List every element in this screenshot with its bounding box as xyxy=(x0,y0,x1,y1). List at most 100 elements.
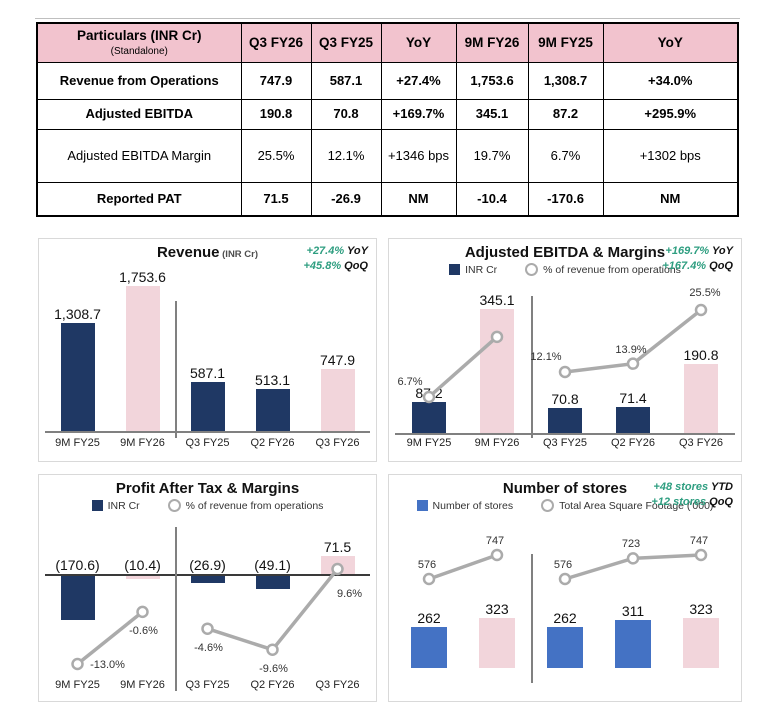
category-label: Q2 FY26 xyxy=(250,437,295,449)
legend-item: INR Cr xyxy=(91,500,140,512)
ebitda-legend: INR Cr % of revenue from operations xyxy=(389,263,741,276)
col-header: YoY xyxy=(602,22,739,63)
legend-item: INR Cr xyxy=(449,264,497,276)
bar-value-label: 587.1 xyxy=(189,365,226,382)
ebitda-bar xyxy=(548,407,582,433)
table-cell: 25.5% xyxy=(240,129,312,183)
table-cell: -26.9 xyxy=(310,182,382,216)
table-cell: 190.8 xyxy=(240,99,312,130)
revenue-bar xyxy=(125,285,160,431)
circle-legend-marker xyxy=(525,263,539,276)
bar-value-label: 311 xyxy=(621,602,645,619)
bar-value-label: 345.1 xyxy=(479,291,515,308)
stores-bar xyxy=(683,617,719,668)
category-label: 9M FY25 xyxy=(406,437,452,449)
stores-bar xyxy=(547,627,583,668)
bar-value-label: 190.8 xyxy=(683,347,719,364)
ebitda-bar xyxy=(616,407,650,433)
category-label: 9M FY25 xyxy=(55,437,100,449)
line-value-label: -13.0% xyxy=(90,659,125,671)
pat-legend: INR Cr % of revenue from operations xyxy=(39,499,376,512)
x-axis-line xyxy=(45,574,370,576)
ebitda-bar xyxy=(684,364,718,433)
pat-title: Profit After Tax & Margins xyxy=(115,480,300,497)
category-label: Q3 FY26 xyxy=(678,437,724,449)
table-row-ebitda-margin: Adjusted EBITDA Margin 25.5% 12.1% +1346… xyxy=(36,129,739,183)
ebitda-bar xyxy=(480,308,514,433)
table-cell: 1,308.7 xyxy=(527,62,604,100)
line-value-label: -9.6% xyxy=(259,662,288,675)
standalone-subtitle: (Standalone) xyxy=(110,45,168,57)
circle-legend-marker xyxy=(541,499,555,512)
revenue-bar xyxy=(255,388,290,431)
row-label: Adjusted EBITDA Margin xyxy=(36,129,242,183)
table-row-ebitda: Adjusted EBITDA 190.8 70.8 +169.7% 345.1… xyxy=(36,99,739,130)
category-label: Q3 FY26 xyxy=(315,437,360,449)
category-label: 9M FY25 xyxy=(55,679,100,691)
line-value-label: -4.6% xyxy=(194,641,223,654)
group-divider-line xyxy=(175,301,177,438)
x-axis-line xyxy=(45,431,370,433)
category-label: Q2 FY26 xyxy=(610,437,656,449)
stores-bar xyxy=(615,619,651,668)
circle-legend-marker xyxy=(167,499,181,512)
revenue-bar xyxy=(190,382,225,431)
pat-bar xyxy=(190,576,225,583)
category-label: Q3 FY25 xyxy=(185,437,230,449)
group-divider-line xyxy=(531,554,533,683)
revenue-chart-panel: Revenue (INR Cr) +27.4% YoY +45.8% QoQ 1,30… xyxy=(38,238,377,462)
financials-table: Particulars (INR Cr) (Standalone) Q3 FY2… xyxy=(36,22,739,217)
table-cell: 87.2 xyxy=(527,99,604,130)
category-label: Q3 FY25 xyxy=(185,679,230,691)
line-value-label: 13.9% xyxy=(615,343,647,356)
pat-bar xyxy=(125,576,160,579)
square-legend-marker xyxy=(91,500,103,511)
line-value-label: 576 xyxy=(417,559,437,571)
stores-bar xyxy=(479,617,515,668)
category-label: 9M FY26 xyxy=(120,679,165,691)
stores-legend: Number of stores Total Area Square Footag… xyxy=(389,499,741,512)
bar-value-label: 323 xyxy=(485,600,509,617)
table-cell: 6.7% xyxy=(527,129,604,183)
table-cell: -170.6 xyxy=(527,182,604,216)
line-value-label: -0.6% xyxy=(129,624,158,637)
line-value-label: 576 xyxy=(553,559,573,571)
stores-trend-line xyxy=(422,548,708,586)
legend-item: % of revenue from operations xyxy=(525,263,681,276)
particulars-header: Particulars (INR Cr) (Standalone) xyxy=(36,22,242,63)
ebitda-plot: 87.2345.170.871.4190.86.7%12.1%13.9%25.5… xyxy=(395,283,735,449)
square-legend-marker xyxy=(449,264,461,275)
ebitda-trend-line xyxy=(422,303,708,404)
table-cell: 1,753.6 xyxy=(455,62,529,100)
legend-item: % of revenue from operations xyxy=(167,499,323,512)
category-label: Q2 FY26 xyxy=(250,679,295,691)
revenue-plot: 1,308.7 1,753.6 587.1 513.1 747.9 9M FY25 9M F… xyxy=(45,269,370,449)
line-value-label: 723 xyxy=(621,538,641,551)
revenue-bar xyxy=(60,322,95,431)
group-divider-line xyxy=(531,296,533,438)
pat-trend-line xyxy=(71,562,344,671)
row-label: Revenue from Operations xyxy=(36,62,242,100)
table-cell: +27.4% xyxy=(380,62,457,100)
table-cell: +34.0% xyxy=(602,62,739,100)
table-cell: 747.9 xyxy=(240,62,312,100)
bar-value-label: 1,753.6 xyxy=(119,268,166,285)
stores-plot: 262 323 262 311 323 576 747 576 723 747 xyxy=(395,519,735,694)
line-value-label: 6.7% xyxy=(397,376,423,388)
bar-value-label: 1,308.7 xyxy=(54,305,101,322)
group-divider-line xyxy=(175,527,177,691)
line-value-label: 25.5% xyxy=(689,287,721,299)
bar-value-label: (49.1) xyxy=(254,557,291,573)
table-cell: 71.5 xyxy=(240,182,312,216)
table-cell: 19.7% xyxy=(455,129,529,183)
col-header: 9M FY26 xyxy=(455,22,529,63)
bar-value-label: 323 xyxy=(689,600,713,617)
table-cell: +295.9% xyxy=(602,99,739,130)
line-value-label: 747 xyxy=(485,535,505,547)
table-cell: -10.4 xyxy=(455,182,529,216)
bar-value-label: (10.4) xyxy=(124,557,161,573)
legend-item: Number of stores xyxy=(416,500,513,512)
row-label: Reported PAT xyxy=(36,182,242,216)
stores-growth-annotations: +48 stores YTD +12 stores QoQ xyxy=(651,481,733,508)
line-value-label: 747 xyxy=(689,535,709,547)
